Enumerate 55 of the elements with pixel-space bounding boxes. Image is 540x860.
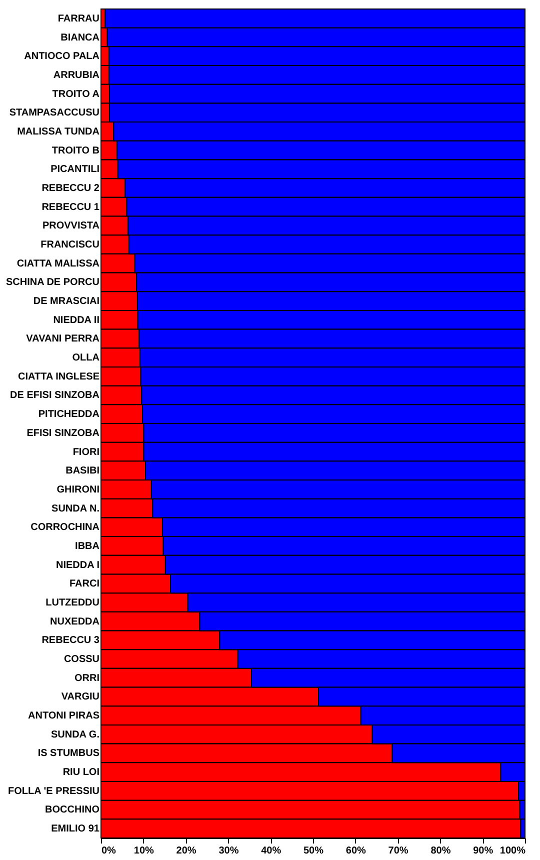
y-tick-label: ORRI: [74, 672, 100, 684]
x-tick-label: 40%: [261, 846, 282, 856]
y-tick-label: IBBA: [75, 540, 100, 552]
x-tick-label: 80%: [430, 846, 451, 856]
y-tick-label: MALISSA TUNDA: [17, 126, 100, 138]
y-tick-label: REBECCU 2: [42, 182, 100, 194]
y-tick-label: PROVVISTA: [42, 220, 100, 232]
y-tick-label: TROITO A: [52, 88, 100, 100]
y-tick-label: FRANCISCU: [40, 240, 100, 251]
y-tick-label: IS STUMBUS: [38, 748, 100, 760]
y-tick-label: FARCI: [70, 578, 100, 590]
y-tick-label: ARRUBIA: [53, 70, 100, 81]
y-tick-label: STAMPASACCUSU: [9, 108, 100, 119]
y-tick-label: NUXEDDA: [50, 616, 100, 628]
y-tick-label: FARRAU: [58, 13, 100, 24]
y-tick-label: LUTZEDDU: [46, 597, 100, 608]
y-tick-label: BASIBI: [66, 466, 100, 477]
y-tick-label: COSSU: [64, 654, 100, 666]
y-tick-label: SUNDA G.: [50, 729, 100, 740]
y-tick-label: GHIRONI: [56, 484, 100, 496]
y-tick-label: CIATTA INGLESE: [18, 371, 100, 382]
y-tick-label: NIEDDA II: [53, 314, 100, 326]
x-tick-label: 20%: [176, 846, 196, 856]
x-tick-label: 60%: [346, 846, 366, 856]
x-tick-label: 70%: [388, 846, 408, 856]
x-tick-label: 90%: [473, 846, 494, 856]
x-tick-label: 30%: [218, 846, 239, 856]
y-tick-label: BIANCA: [60, 32, 100, 44]
y-tick-label: ANTIOCO PALA: [24, 51, 100, 62]
y-tick-label: TROITO B: [52, 145, 100, 156]
y-tick-label: REBECCU 1: [42, 202, 100, 213]
x-tick-label: 0%: [102, 846, 116, 856]
y-tick-label: EMILIO 91: [51, 824, 100, 835]
y-tick-label: NIEDDA I: [56, 560, 100, 571]
y-tick-label: VAVANI PERRA: [26, 334, 100, 345]
x-tick-label: 100%: [500, 846, 526, 856]
y-tick-label: RIU LOI: [62, 767, 100, 778]
y-tick-label: EFISI SINZOBA: [26, 428, 100, 439]
y-tick-label: SUNDA N.: [52, 503, 100, 514]
y-tick-label: CORROCHINA: [30, 522, 100, 534]
y-tick-label: VARGIU: [61, 692, 100, 703]
y-tick-label: PICANTILI: [50, 164, 100, 176]
y-tick-label: ANTONI PIRAS: [28, 710, 100, 722]
x-tick-label: 50%: [303, 846, 324, 856]
y-tick-label: FIORI: [72, 446, 100, 458]
y-tick-label: REBECCU 3: [42, 635, 100, 646]
y-tick-label: DE EFISI SINZOBA: [10, 390, 100, 402]
y-tick-label: BOCCHINO: [45, 804, 100, 816]
y-tick-label: SCHINA DE PORCU: [6, 277, 100, 288]
y-tick-label: OLLA: [72, 352, 100, 364]
y-tick-label: DE MRASCIAI: [33, 296, 100, 308]
y-tick-label: FOLLA 'E PRESSIU: [8, 786, 100, 797]
x-tick-label: 10%: [134, 846, 154, 856]
y-tick-label: CIATTA MALISSA: [16, 258, 100, 270]
y-tick-label: PITICHEDDA: [38, 409, 100, 420]
